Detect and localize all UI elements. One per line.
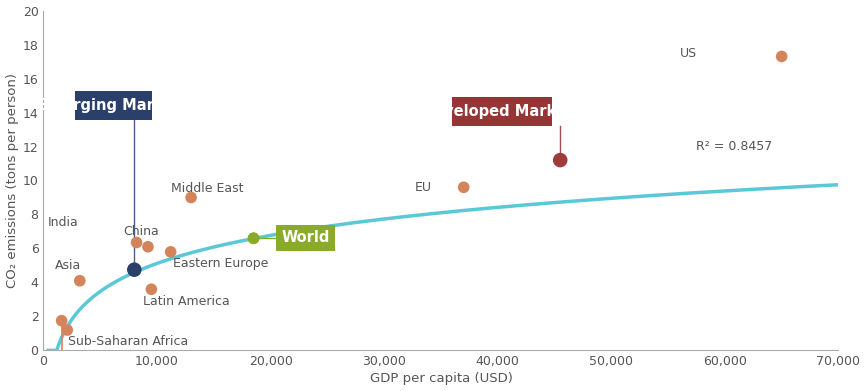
Point (775, 53, 789, 59)
Text: Developed Markets: Developed Markets (423, 104, 582, 119)
Text: Latin America: Latin America (144, 296, 230, 308)
Point (553, 157, 567, 163)
Point (247, 235, 261, 241)
FancyBboxPatch shape (452, 97, 553, 126)
Point (247, 235, 261, 241)
Text: US: US (680, 47, 696, 59)
FancyBboxPatch shape (75, 91, 152, 120)
Text: R² = 0.8457: R² = 0.8457 (696, 140, 772, 153)
Text: Eastern Europe: Eastern Europe (173, 257, 268, 270)
Y-axis label: CO₂ emissions (tons per person): CO₂ emissions (tons per person) (5, 73, 18, 288)
FancyBboxPatch shape (276, 225, 335, 251)
Point (164, 249, 178, 255)
Point (184, 194, 198, 201)
Text: Middle East: Middle East (171, 182, 243, 195)
Text: China: China (123, 225, 158, 238)
Point (127, 267, 141, 273)
Point (145, 286, 158, 292)
Text: EU: EU (415, 181, 432, 194)
Text: Sub-Saharan Africa: Sub-Saharan Africa (68, 335, 189, 348)
Point (130, 239, 144, 246)
Point (61, 327, 74, 333)
Text: Asia: Asia (55, 259, 81, 272)
Point (456, 184, 470, 190)
Text: World: World (281, 230, 330, 245)
Point (55, 317, 68, 324)
Text: India: India (48, 217, 79, 230)
Point (141, 244, 155, 250)
Point (73, 278, 87, 284)
Text: Emerging Markets: Emerging Markets (38, 98, 190, 113)
X-axis label: GDP per capita (USD): GDP per capita (USD) (370, 373, 513, 386)
